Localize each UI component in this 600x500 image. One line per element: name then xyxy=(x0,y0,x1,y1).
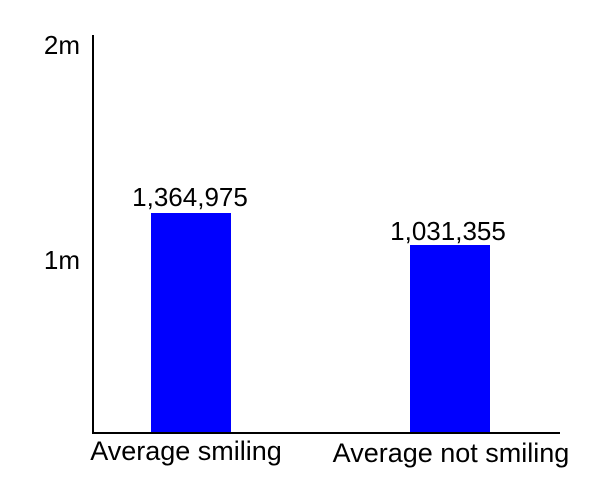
bar-value-label-average-not-smiling: 1,031,355 xyxy=(390,216,506,246)
y-axis-tick-label-2m: 2m xyxy=(43,30,80,60)
x-category-label-average-not-smiling: Average not smiling xyxy=(332,438,570,468)
bar-average-smiling xyxy=(151,213,231,432)
bar-average-not-smiling xyxy=(410,245,490,432)
x-axis-line xyxy=(92,432,560,434)
x-category-label-average-smiling: Average smiling xyxy=(90,436,282,466)
bar-value-label-average-smiling: 1,364,975 xyxy=(132,182,248,212)
y-axis-tick-label-1m: 1m xyxy=(43,245,80,275)
y-axis-line xyxy=(92,35,94,433)
